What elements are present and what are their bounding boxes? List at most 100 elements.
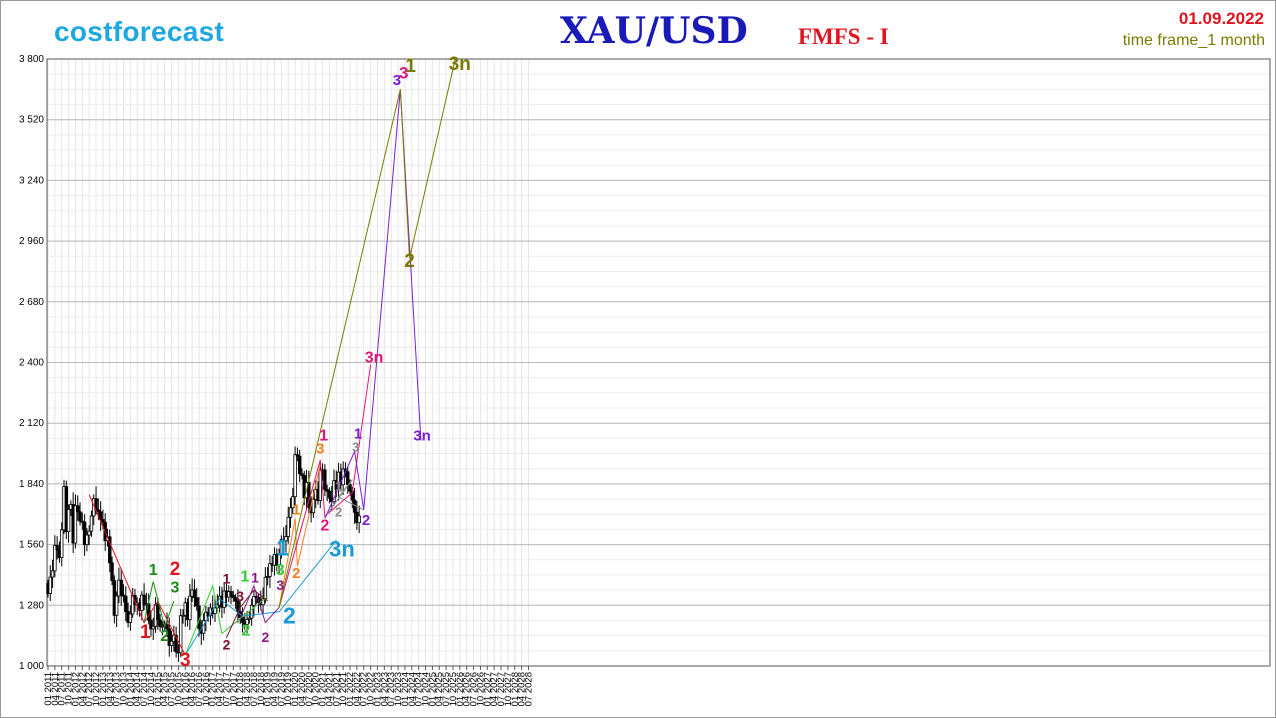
candle-body <box>325 489 329 492</box>
candle-body <box>82 521 87 545</box>
y-tick-label: 3 520 <box>19 115 44 126</box>
candle-body <box>87 530 91 536</box>
x-tick-label: 10 2014 <box>146 672 157 706</box>
candle-body <box>293 454 297 498</box>
candle-body <box>108 536 112 564</box>
candle-body <box>85 534 89 545</box>
candle-body <box>167 628 171 646</box>
candle-body <box>348 484 352 492</box>
wave-label-violet-1: 1 <box>251 570 259 586</box>
wave-label-purple-3: 3 <box>393 72 401 89</box>
wave-blue <box>184 539 337 656</box>
wave-label-violet-2: 2 <box>261 629 269 645</box>
plot-border <box>46 58 1271 667</box>
wave-label-red-3: 3 <box>180 650 191 671</box>
candle-body <box>277 553 281 566</box>
x-tick-label: 10 2012 <box>91 672 102 706</box>
x-tick-label: 07 2012 <box>84 672 95 706</box>
wave-label-red-1: 1 <box>140 622 151 643</box>
wave-label-pink-2: 2 <box>320 518 329 535</box>
wave-red <box>88 494 186 656</box>
candle-body <box>311 498 316 514</box>
x-tick-label: 07 2016 <box>194 672 205 706</box>
wave-lines-layer <box>88 58 456 656</box>
x-tick-label: 07 2023 <box>386 672 397 706</box>
wave-maroon <box>226 589 268 639</box>
wave-label-red-2: 2 <box>170 559 181 580</box>
wave-label-blue-3n: 3n <box>329 537 355 562</box>
x-tick-label: 01 2023 <box>372 672 383 706</box>
candle-body <box>268 563 272 577</box>
candle-body <box>89 515 94 532</box>
candle-body <box>318 469 322 501</box>
x-tick-label: 10 2016 <box>201 672 212 706</box>
wave-label-pink-3: 3 <box>399 64 408 83</box>
x-tick-label: 10 2024 <box>421 672 432 706</box>
x-tick-label: 04 2024 <box>407 672 418 706</box>
wave-grey <box>326 479 364 515</box>
candle-body <box>156 604 160 621</box>
candle-body <box>233 597 238 602</box>
candle-body <box>279 539 284 555</box>
candle-body <box>96 509 101 513</box>
candle-body <box>332 480 336 503</box>
x-tick-label: 04 2015 <box>160 672 171 706</box>
candle-body <box>231 595 236 599</box>
candle-body <box>357 515 361 524</box>
x-tick-label: 01 2025 <box>427 672 438 706</box>
candle-body <box>195 597 199 607</box>
wave-label-maroon-2: 2 <box>223 637 231 653</box>
x-tick-label: 04 2028 <box>517 672 528 706</box>
x-tick-label: 10 2025 <box>448 672 459 706</box>
x-tick-label: 01 2018 <box>235 672 246 706</box>
x-tick-label: 04 2019 <box>270 672 281 706</box>
x-tick-label: 01 2027 <box>482 672 493 706</box>
candle-body <box>265 576 270 578</box>
candle-body <box>142 594 146 606</box>
x-tick-label: 04 2025 <box>434 672 445 706</box>
wave-label-grey-1: 1 <box>335 478 342 493</box>
timeframe-label: time frame_1 month <box>1122 32 1265 49</box>
wave-label-olive-2: 2 <box>404 251 415 272</box>
candle-body <box>76 505 80 513</box>
wave-label-blue-1: 1 <box>276 534 289 560</box>
x-tick-label: 10 2018 <box>256 672 267 706</box>
candle-body <box>297 455 302 475</box>
wave-violet <box>239 584 280 624</box>
x-tick-label: 07 2015 <box>167 672 178 706</box>
wave-label-orange-3: 3 <box>316 441 324 458</box>
wave-lime <box>184 584 268 656</box>
x-tick-label: 10 2021 <box>338 672 349 706</box>
wave-label-grey-2: 2 <box>335 504 342 519</box>
wave-label-maroon-1: 1 <box>223 571 231 587</box>
x-tick-label: 04 2016 <box>187 672 198 706</box>
candle-body <box>252 596 256 606</box>
candle-body <box>149 619 153 630</box>
candle-body <box>60 529 64 559</box>
x-tick-label: 10 2027 <box>503 672 514 706</box>
candle-body <box>53 545 57 572</box>
x-tick-label: 04 2012 <box>77 672 88 706</box>
wave-label-blue-2: 2 <box>283 603 296 629</box>
x-tick-label: 07 2026 <box>469 672 480 706</box>
x-tick-label: 04 2018 <box>242 672 253 706</box>
candle-body <box>73 505 78 544</box>
grid-layer <box>46 58 1271 667</box>
y-tick-label: 2 680 <box>19 297 44 308</box>
wave-pink <box>278 364 372 608</box>
candle-body <box>119 579 123 596</box>
candle-body <box>213 607 217 614</box>
x-tick-label: 01 2012 <box>70 672 81 706</box>
x-tick-label: 07 2022 <box>359 672 370 706</box>
x-tick-label: 01 2028 <box>510 672 521 706</box>
x-tick-label: 07 2011 <box>57 672 68 706</box>
wave-olive <box>278 58 456 608</box>
x-tick-label: 01 2019 <box>263 672 274 706</box>
x-tick-label: 07 2020 <box>304 672 315 706</box>
candle-body <box>229 591 233 596</box>
x-tick-label: 01 2016 <box>180 672 191 706</box>
wave-label-lime-2: 2 <box>241 623 250 640</box>
